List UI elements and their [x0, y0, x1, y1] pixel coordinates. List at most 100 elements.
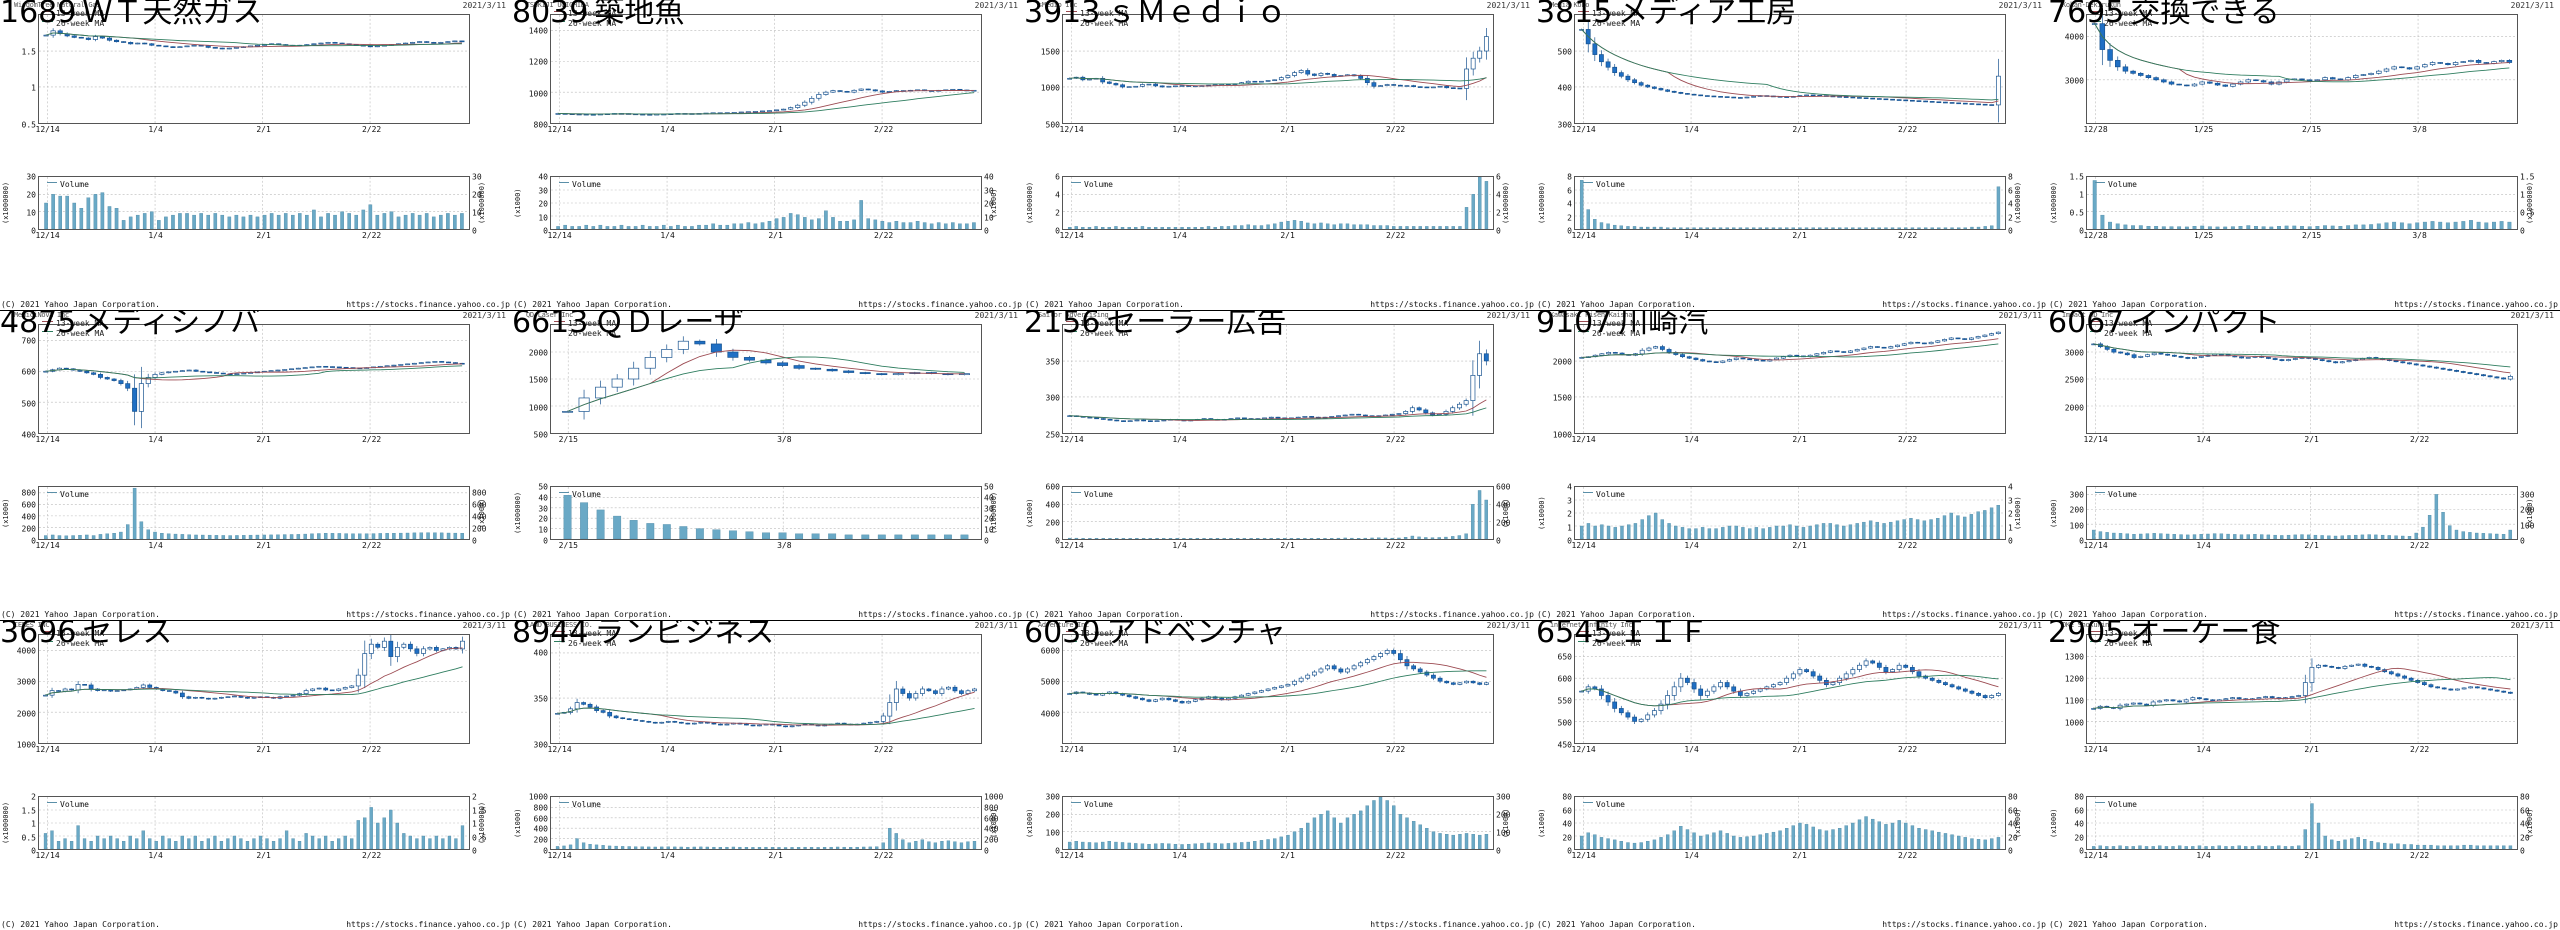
price-candlestick-plot[interactable]: 0.5 1 1.5 12/14 1/4 2/1 2/22	[22, 14, 470, 134]
row-divider	[1024, 310, 1536, 311]
source-url[interactable]: https://stocks.finance.yahoo.co.jp	[1882, 920, 2046, 929]
y-axis-tick-right: 800	[984, 803, 999, 813]
ticker-name: 築地魚	[594, 0, 685, 30]
source-url[interactable]: https://stocks.finance.yahoo.co.jp	[858, 300, 1022, 309]
stock-chart-cell-3913[interactable]: sMedio Inc 2021/3/11 3913 ｓＭｅｄｉｏ 13-week MA 2…	[1024, 0, 1536, 310]
y-axis-tick: 100	[2069, 521, 2084, 531]
volume-bar-plot[interactable]: Volume 0 0 20 20 40 40 60 60 80 80 12/14 1/4 2/1 2/22	[1562, 793, 2017, 861]
ma13-swatch-icon	[42, 321, 53, 322]
source-url[interactable]: https://stocks.finance.yahoo.co.jp	[1882, 300, 2046, 309]
volume-bar-plot[interactable]: Volume 0 0 200 200 400 400 600 600 12/14 1/4 2/1 2/2…	[1046, 483, 1511, 551]
volume-legend: Volume	[1583, 180, 1625, 189]
volume-bar-plot[interactable]: Volume 0 0 1 1 2 2 3 3 4 4 12/14 1/4 2/1 2/22	[1567, 483, 2013, 551]
x-axis-tick: 2/22	[1385, 745, 1406, 754]
x-axis-tick: 1/4	[2196, 851, 2211, 860]
source-url[interactable]: https://stocks.finance.yahoo.co.jp	[346, 300, 510, 309]
y-axis-tick: 1	[31, 83, 36, 93]
x-axis-tick: 2/22	[361, 851, 382, 860]
volume-bar-plot[interactable]: Volume 0 0 2 2 4 4 6 6 8 8 12/14 1/4 2/1 2/22	[1567, 173, 2013, 241]
volume-unit-label: (x1000000)	[2050, 181, 2058, 225]
price-candlestick-plot[interactable]: 3000 4000 12/28 1/25 2/15 3/8	[2065, 14, 2518, 134]
volume-bar-plot[interactable]: Volume 0 0 0.5 0.5 1 1 1.5 1.5 12/28 1/25 2/15 3/8	[2070, 173, 2535, 241]
ma13-swatch-icon	[1578, 11, 1589, 12]
y-axis-tick: 0	[31, 226, 36, 236]
stock-chart-cell-2905[interactable]: OKE Shokuhin 2021/3/11 2905 オーケー食 13-week MA…	[2048, 620, 2560, 930]
price-candlestick-plot[interactable]: 2000 2500 3000 12/14 1/4 2/1 2/22	[2065, 324, 2518, 444]
y-axis-tick-right: 300	[2520, 490, 2535, 500]
ma-legend: 13-week MA 26-week MA	[1066, 629, 1128, 649]
volume-bar-plot[interactable]: Volume 0 0 10 10 20 20 30 30 40 40 12/14 1/4 2/1 2/22	[538, 173, 993, 241]
source-url[interactable]: https://stocks.finance.yahoo.co.jp	[346, 920, 510, 929]
y-axis-tick: 400	[1045, 500, 1060, 510]
y-axis-tick-right: 1	[472, 819, 477, 829]
y-axis-tick: 1400	[528, 26, 548, 36]
volume-unit-label: (x1000000)	[514, 491, 522, 535]
volume-bar-plot[interactable]: Volume 0 0 20 20 40 40 60 60 80 80 12/14 1/4 2/1 2/22	[2074, 793, 2529, 861]
volume-bar-plot[interactable]: Volume 0 0 200 200 400 400 600 600 800 800 1000 1000…	[529, 793, 1004, 861]
volume-legend: Volume	[2095, 180, 2137, 189]
chart-title: 8944 ランビジネス	[512, 620, 774, 650]
source-url[interactable]: https://stocks.finance.yahoo.co.jp	[1882, 610, 2046, 619]
stock-chart-cell-1689[interactable]: WisdomTree Natural Gas 2021/3/11 1689 ＷＴ天然ガ…	[0, 0, 512, 310]
ma13-swatch-icon	[42, 11, 53, 12]
volume-legend: Volume	[559, 180, 601, 189]
price-candlestick-plot[interactable]: 300 350 400 12/14 1/4 2/1 2/22	[534, 634, 982, 754]
copyright-text: (C) 2021 Yahoo Japan Corporation.	[1537, 300, 1696, 309]
price-candlestick-plot[interactable]: 1000 1500 2000 12/14 1/4 2/1 2/22	[1553, 324, 2006, 444]
price-candlestick-plot[interactable]: 500 1000 1500 12/14 1/4 2/1 2/22	[1041, 14, 1494, 134]
source-url[interactable]: https://stocks.finance.yahoo.co.jp	[1370, 920, 1534, 929]
as-of-date: 2021/3/11	[1486, 1, 1530, 10]
source-url[interactable]: https://stocks.finance.yahoo.co.jp	[2394, 300, 2558, 309]
price-candlestick-plot[interactable]: 800 1000 1200 1400 12/14 1/4 2/1 2/22	[529, 14, 982, 134]
stock-chart-cell-2156[interactable]: Sailor Advertising 2021/3/11 2156 セーラー広告 13-…	[1024, 310, 1536, 620]
price-candlestick-plot[interactable]: 400 500 600 700 12/14 1/4 2/1 2/22	[22, 324, 470, 444]
source-url[interactable]: https://stocks.finance.yahoo.co.jp	[346, 610, 510, 619]
x-axis-tick: 1/4	[148, 435, 163, 444]
y-axis-tick: 250	[1045, 430, 1060, 440]
row-divider	[0, 620, 512, 621]
stock-chart-cell-3696[interactable]: CERES INC 2021/3/11 3696 セレス 13-week MA 26-we…	[0, 620, 512, 930]
stock-chart-cell-8944[interactable]: LAND BUSINESS CO. 2021/3/11 8944 ランビジネス 13-w…	[512, 620, 1024, 930]
x-axis-tick: 2/1	[1792, 851, 1807, 860]
stock-chart-cell-4875[interactable]: MediciNova Inc 2021/3/11 4875 メディシノバ 13-week…	[0, 310, 512, 620]
volume-bar-plot[interactable]: Volume 0 0 2 2 4 4 6 6 12/14 1/4 2/1 2/22	[1055, 173, 1501, 241]
x-axis-tick: 12/14	[1059, 745, 1084, 754]
ticker-code: 6613	[512, 310, 589, 340]
y-axis-tick: 350	[533, 694, 548, 704]
y-axis-tick-right: 0	[472, 536, 477, 546]
source-url[interactable]: https://stocks.finance.yahoo.co.jp	[1370, 300, 1534, 309]
price-candlestick-plot[interactable]: 250 300 350 12/14 1/4 2/1 2/22	[1046, 324, 1494, 444]
stock-chart-cell-8039[interactable]: TSUKIJI UOICHIBA 2021/3/11 8039 築地魚 13-week …	[512, 0, 1024, 310]
volume-bar-plot[interactable]: Volume 0 0 200 200 400 400 600 600 800 800 12/14 1/4…	[22, 486, 486, 550]
x-axis-tick: 2/22	[1897, 745, 1918, 754]
y-axis-tick: 6000	[1040, 646, 1060, 656]
price-candlestick-plot[interactable]: 500 1000 1500 2000 2/15 3/8	[529, 324, 982, 444]
source-url[interactable]: https://stocks.finance.yahoo.co.jp	[2394, 920, 2558, 929]
source-url[interactable]: https://stocks.finance.yahoo.co.jp	[1370, 610, 1534, 619]
stock-chart-cell-6613[interactable]: QD Laser Inc 2021/3/11 6613 ＱＤレーザ 13-week MA…	[512, 310, 1024, 620]
source-url[interactable]: https://stocks.finance.yahoo.co.jp	[858, 920, 1022, 929]
stock-chart-cell-6067[interactable]: Impact HD Inc 2021/3/11 6067 インパクト 13-week M…	[2048, 310, 2560, 620]
price-candlestick-plot[interactable]: 300 400 500 12/14 1/4 2/1 2/22	[1558, 14, 2006, 134]
legend-13week: 13-week MA	[554, 319, 616, 329]
stock-chart-cell-6545[interactable]: internet infinity Inc 2021/3/11 6545 ＩＩＦ 13-…	[1536, 620, 2048, 930]
price-candlestick-plot[interactable]: 1000 1100 1200 1300 12/14 1/4 2/1 2/22	[2065, 634, 2518, 754]
source-url[interactable]: https://stocks.finance.yahoo.co.jp	[858, 610, 1022, 619]
price-candlestick-plot[interactable]: 1000 2000 3000 4000 12/14 1/4 2/1 2/22	[17, 634, 470, 754]
volume-bar-plot[interactable]: Volume 0 0 100 100 200 200 300 300 12/14 1/4 2/1 2/2…	[1046, 793, 1511, 861]
x-axis-tick: 2/1	[1280, 851, 1295, 860]
volume-bar-plot[interactable]: Volume 0 0 0.5 0.5 1 1 1.5 1.5 2 2 12/14 1/4 2/1 2/22	[22, 793, 487, 861]
stock-chart-cell-6030[interactable]: Adventure Inc 2021/3/11 6030 アドベンチャ 13-week …	[1024, 620, 1536, 930]
stock-chart-cell-3815[interactable]: Media Kobo 2021/3/11 3815 メディア工房 13-week MA 2…	[1536, 0, 2048, 310]
stock-chart-cell-9107[interactable]: Kawasaki Kisen Kaisha 2021/3/11 9107 川崎汽 13-…	[1536, 310, 2048, 620]
x-axis-tick: 1/4	[1172, 745, 1187, 754]
y-axis-tick: 800	[533, 120, 548, 130]
volume-bar-plot[interactable]: Volume 0 0 10 10 20 20 30 30 40 40 50 50 2/15 3/8	[538, 483, 993, 551]
stock-chart-cell-7695[interactable]: Kokan-Dekirukun 2021/3/11 7695 交換できる 13-week…	[2048, 0, 2560, 310]
price-candlestick-plot[interactable]: 450 500 550 600 650 12/14 1/4 2/1 2/22	[1558, 634, 2006, 754]
source-url[interactable]: https://stocks.finance.yahoo.co.jp	[2394, 610, 2558, 619]
x-axis-tick: 2/22	[873, 745, 894, 754]
volume-bar-plot[interactable]: Volume 0 0 10 10 20 20 30 30 12/14 1/4 2/1 2/22	[26, 173, 481, 241]
volume-bar-plot[interactable]: Volume 0 0 100 100 200 200 300 300 12/14 1/4 2/1 2/2…	[2070, 486, 2534, 550]
price-candlestick-plot[interactable]: 4000 5000 6000 12/14 1/4 2/1 2/22	[1041, 634, 1494, 754]
